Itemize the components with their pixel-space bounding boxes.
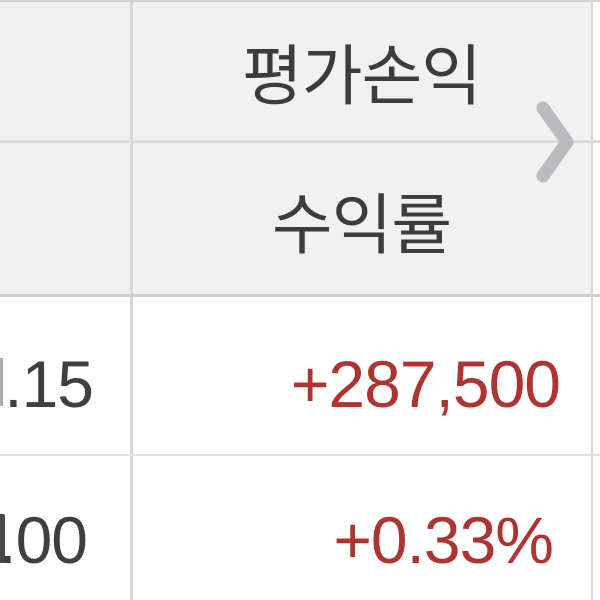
clipped-digit-fragment bbox=[0, 514, 5, 563]
price-value-clipped: .15 bbox=[4, 347, 94, 421]
header-cell-return-rate[interactable]: 수익률 bbox=[271, 188, 452, 262]
chevron-right-icon[interactable] bbox=[533, 98, 579, 186]
table-header-background bbox=[0, 0, 592, 295]
data-row-divider bbox=[0, 454, 600, 456]
clipped-digit-fragment bbox=[0, 358, 3, 406]
column-divider-left bbox=[130, 0, 133, 600]
holdings-row[interactable]: .15 +287,500 bbox=[0, 296, 600, 454]
price-value-clipped: .00 bbox=[0, 503, 88, 577]
column-divider-right bbox=[591, 0, 593, 600]
header-row-divider bbox=[0, 140, 600, 143]
table-top-border bbox=[0, 0, 600, 2]
holdings-row[interactable]: .00 +0.33% bbox=[0, 456, 600, 600]
return-rate-value: +0.33% bbox=[333, 503, 554, 577]
header-bottom-border bbox=[0, 294, 600, 297]
valuation-profit-loss-value: +287,500 bbox=[290, 347, 561, 421]
header-cell-valuation-profit-loss[interactable]: 평가손익 bbox=[242, 39, 482, 113]
